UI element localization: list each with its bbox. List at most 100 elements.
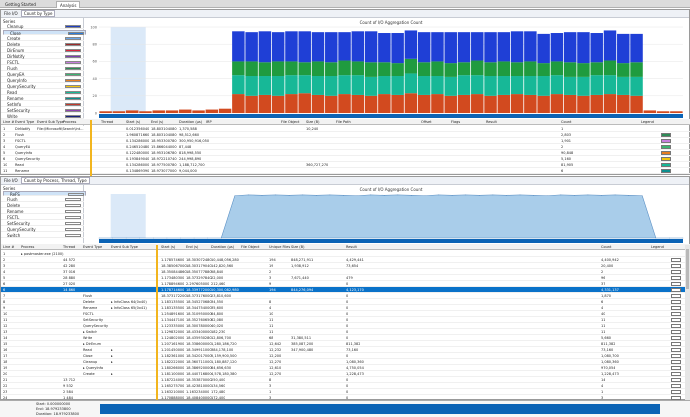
top-col-header[interactable]: Size (B) [306, 120, 320, 124]
top-table-row[interactable]: 10 Read 0.134286000 18.977500780 1,188,712,7… [1, 162, 690, 168]
bottom-series-item[interactable]: Delete [1, 203, 84, 208]
bottom-series-item[interactable]: Switch [1, 233, 84, 238]
bottom-table-row[interactable]: 6 27 020 1.178894600 2.297605000 212,460 9 0 37 [1, 281, 690, 287]
top-series-item[interactable]: SetSecurity [1, 108, 84, 113]
bottom-col-header[interactable]: Event Type [83, 245, 103, 249]
top-series-item[interactable]: DirEnum [1, 48, 84, 53]
bottom-col-header[interactable]: Thread [63, 245, 76, 249]
bottom-area-chart[interactable]: Count of I/O Aggregation Count [85, 186, 685, 244]
tab-getting-started[interactable]: Getting Started [5, 2, 36, 7]
bottom-col-header[interactable]: Legend [651, 245, 664, 249]
bottom-series-item[interactable]: Rename [1, 209, 84, 214]
top-table-row[interactable]: 4 QueryEA 0.246510480 15.866044000 87,448 2 [1, 144, 690, 150]
area-point [370, 194, 371, 196]
bottom-col-header[interactable]: Size (B) [291, 245, 305, 249]
top-col-header[interactable]: File Path [336, 120, 351, 124]
bottom-table-row[interactable]: 2 44 572 1.178574600 18.303072480 10,448,056… [1, 257, 690, 263]
bottom-table-row[interactable]: 10 FSCTL 1.254891600 18.310950000 84,800 10 0 4… [1, 311, 690, 317]
bottom-col-header[interactable]: Start (s) [161, 245, 176, 249]
top-series-item[interactable]: QueryInfo [1, 78, 84, 83]
top-table-row[interactable]: 2 Flush 1.960871660 18.803104080 98,512,660 2… [1, 132, 690, 138]
top-series-item[interactable]: FSCTL [1, 60, 84, 65]
top-col-header[interactable]: Offset [421, 120, 432, 124]
top-col-header[interactable]: Start (s) [126, 120, 141, 124]
top-series-item[interactable]: Cleanup [1, 24, 84, 29]
bottom-table-row[interactable]: 5 28 880 1.173480300 18.373297840 22,000 3 7,6… [1, 275, 690, 281]
top-series-item[interactable]: SetInfo [1, 102, 84, 107]
top-series-item[interactable]: QueryEA [1, 72, 84, 77]
top-table-row[interactable]: 11 Rename 0.134869390 18.973077000 9,044,000… [1, 168, 690, 174]
top-col-header[interactable]: Event Type [15, 120, 35, 124]
bottom-table-row[interactable]: 13 ▸ Switch 1.129832000 18.433400000 182,230… [1, 329, 690, 335]
bottom-series-item[interactable]: ReFS [3, 191, 86, 197]
bottom-table-row[interactable]: 20 Create ▸ 1.181100000 18.440716800 4,578,18… [1, 371, 690, 377]
bottom-col-header[interactable]: Count [601, 245, 612, 249]
top-stacked-chart[interactable]: 100 80 60 40 20 0 Count of I/O Aggregation Cou… [85, 19, 685, 119]
bottom-scroll-thumb[interactable] [686, 249, 689, 289]
top-col-header[interactable]: Result [486, 120, 497, 124]
bottom-table-row[interactable]: 19 ▸ QueryInfo 1.180266000 18.386920000 84,6… [1, 365, 690, 371]
top-col-header[interactable]: Thread [101, 120, 114, 124]
bottom-cell-line: 1 [3, 252, 6, 256]
top-col-header[interactable]: File Object [281, 120, 300, 124]
bottom-series-item[interactable]: QuerySecurity [1, 227, 84, 232]
bottom-col-header[interactable]: Unique Files [269, 245, 291, 249]
bottom-table-row[interactable]: 9 Rename ▸ InfoClass 65(0x41) 1.183135500 18… [1, 305, 690, 311]
bottom-series-item[interactable]: SetSecurity [1, 221, 84, 226]
bottom-table-row[interactable]: 22 9 532 1.165275700 18.423810000 134,560 3 0 4 [1, 383, 690, 389]
bottom-table-row[interactable]: 15 ▸ DirEnum 1.207161900 18.338600000 1,280,… [1, 341, 690, 347]
bottom-table-row[interactable]: 3 42 280 18.385067000 18.303179040 142,820,5… [1, 263, 690, 269]
top-series-item[interactable]: Write [1, 114, 84, 119]
top-table-row[interactable]: 6 QuerySecurity 0.193849040 18.972210740 244… [1, 156, 690, 162]
top-table-row[interactable]: 1 DirNotify File:\Microsoft\Search\Int... 0… [1, 126, 690, 132]
bottom-col-header[interactable]: Result [346, 245, 357, 249]
top-col-header[interactable]: Count [561, 120, 572, 124]
top-col-header[interactable]: Legend [641, 120, 654, 124]
bottom-table-row[interactable]: 11 SetSecurity 1.134447100 18.352760650 82,0… [1, 317, 690, 323]
bottom-series-item[interactable]: Flush [1, 197, 84, 202]
top-col-header[interactable]: Flags [451, 120, 461, 124]
top-col-header[interactable]: End (s) [151, 120, 164, 124]
top-table-row[interactable]: 5 QueryInfo 0.122480000 18.953106780 818,998… [1, 150, 690, 156]
bottom-view-select[interactable]: Count by Process, Thread, Type [20, 177, 90, 184]
top-series-item[interactable]: Close [3, 30, 86, 36]
bottom-table-row[interactable]: 6 14 860 1.178714600 18.339772000 10,300,082… [1, 287, 690, 293]
bottom-table-row[interactable]: 8 Delete ▸ InfoClass 64(0x40) 1.183135500 18… [1, 299, 690, 305]
top-series-item[interactable]: Delete [1, 42, 84, 47]
bottom-col-header[interactable]: End (s) [186, 245, 199, 249]
bottom-table-row[interactable]: 17 Close ▸ 1.182361000 18.342017000 5,159,900… [1, 353, 690, 359]
bottom-table-row[interactable]: 7 Flush 18.373172200 18.373176000 23,810,600… [1, 293, 690, 299]
bottom-table-row[interactable]: 4 37 016 18.350844860 18.350777880 58,840 2 2 [1, 269, 690, 275]
top-series-item[interactable]: Create [1, 36, 84, 41]
bottom-vertical-scrollbar[interactable] [685, 245, 690, 400]
top-table-row[interactable]: 3 FSCTL 0.134286000 18.953300780 300,950,916… [1, 138, 690, 144]
top-series-item[interactable]: Flush [1, 66, 84, 71]
bottom-col-header[interactable]: Duration (µs) [211, 245, 235, 249]
bottom-table-row[interactable]: 18 Cleanup ▸ 1.182222000 18.360711000 1,180,8… [1, 359, 690, 365]
bottom-table-row[interactable]: 14 Write 1.124802000 18.435930280 12,806,700… [1, 335, 690, 341]
top-col-header[interactable]: Duration (µs) [179, 120, 203, 124]
area-point [478, 195, 480, 196]
top-series-item[interactable]: QuerySecurity [1, 84, 84, 89]
bottom-col-header[interactable]: Process [21, 245, 35, 249]
bottom-table-row[interactable]: 23 2 584 1.163210000 1.163234000 172,480 1 0 1 [1, 389, 690, 395]
top-series-item[interactable]: Rename [1, 96, 84, 101]
bottom-col-header[interactable]: File Object [241, 245, 260, 249]
top-col-header[interactable]: IRP [206, 120, 212, 124]
top-col-header[interactable]: Line # [3, 120, 15, 124]
top-series-item[interactable]: DirNotify [1, 54, 84, 59]
bottom-cell-uf: 9 [269, 282, 272, 286]
timeline-selection[interactable] [100, 404, 660, 414]
bottom-col-header[interactable]: Event Sub Type [111, 245, 138, 249]
bottom-table-row[interactable]: 16 Read ▸ 1.201450000 18.349911000 384,178,10… [1, 347, 690, 353]
bottom-table-row[interactable]: 1 ▸ postmaster.exe (2100) [1, 251, 690, 257]
bottom-table-row[interactable]: 21 13 712 1.187224000 18.353870000 250,400 8 0… [1, 377, 690, 383]
bottom-series-item[interactable]: FSCTL [1, 215, 84, 220]
top-col-header[interactable]: Event Sub Type [37, 120, 64, 124]
tab-analysis[interactable]: Analysis [56, 1, 81, 8]
top-series-item[interactable]: Read [1, 90, 84, 95]
bottom-table-row[interactable]: 12 QuerySecurity 1.123335000 18.300780000 40… [1, 323, 690, 329]
bottom-col-header[interactable]: Line # [3, 245, 15, 249]
top-view-select[interactable]: Count by Type [20, 10, 56, 17]
top-col-header[interactable]: Process [63, 120, 77, 124]
